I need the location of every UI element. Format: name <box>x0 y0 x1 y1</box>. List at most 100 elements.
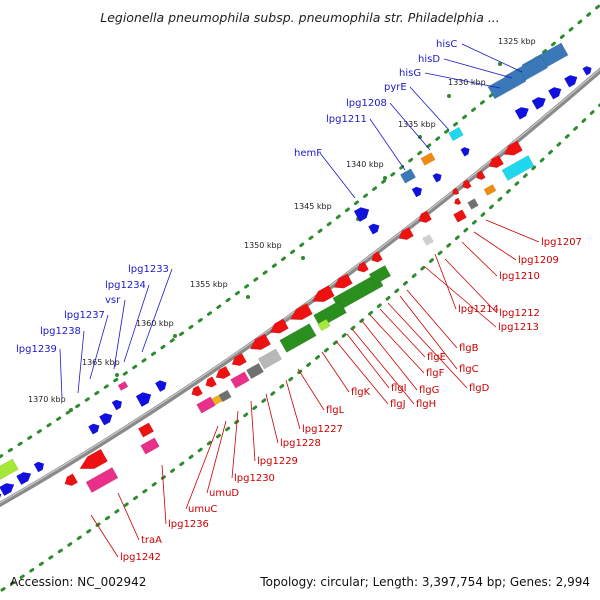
gene-reverse[interactable] <box>249 333 272 350</box>
gene-forward[interactable] <box>353 207 370 223</box>
gene-forward[interactable] <box>368 223 380 235</box>
leader-line <box>59 348 63 399</box>
gene-forward[interactable] <box>88 423 100 435</box>
leader-line <box>113 299 126 370</box>
leader-line <box>369 314 425 374</box>
gene-reverse[interactable] <box>333 273 353 289</box>
leader-line <box>346 333 390 389</box>
gene-forward[interactable] <box>33 461 45 473</box>
gene-reverse[interactable] <box>371 251 383 263</box>
gene-his-block[interactable] <box>487 68 527 100</box>
gene-his-block[interactable] <box>399 168 417 184</box>
gene-label: hisD <box>418 54 440 65</box>
leader-line <box>369 118 406 171</box>
leader-line <box>321 351 350 393</box>
gene-label: flgD <box>469 383 490 394</box>
track-layer: 1325 kbp 1330 kbp 1335 kbp 1340 kbp 1345 kbp… <box>0 3 600 592</box>
leader-line <box>443 58 513 79</box>
gene-reverse[interactable] <box>503 140 523 156</box>
gene-magenta[interactable] <box>230 371 250 389</box>
gene-reverse[interactable] <box>205 376 217 388</box>
gene-reverse[interactable] <box>454 197 462 206</box>
gene-lightgreen[interactable] <box>0 458 19 481</box>
scale-tick-mark <box>418 135 422 139</box>
map-title: Legionella pneumophila subsp. pneumophil… <box>100 10 500 25</box>
leader-line <box>141 268 173 353</box>
gene-label: flgJ <box>390 399 406 410</box>
gene-reverse[interactable] <box>488 154 504 168</box>
gene-label: lpg1236 <box>168 519 209 530</box>
gene-cyan[interactable] <box>501 155 535 181</box>
gene-flg-block[interactable] <box>279 323 317 353</box>
gene-label: lpg1213 <box>498 322 539 333</box>
gene-reverse[interactable] <box>476 170 486 180</box>
gene-reverse[interactable] <box>79 448 108 470</box>
gene-grey[interactable] <box>422 234 434 246</box>
gene-forward[interactable] <box>16 472 32 486</box>
scale-tick-label: 1355 kbp <box>190 280 228 289</box>
gene-label: flgG <box>419 385 439 396</box>
gene-reverse[interactable] <box>453 209 467 223</box>
gene-reverse[interactable] <box>289 303 313 321</box>
leader-line <box>461 241 498 277</box>
leader-line <box>231 410 239 479</box>
gene-reverse[interactable] <box>462 179 472 189</box>
gene-forward[interactable] <box>547 87 562 100</box>
gene-reverse[interactable] <box>357 261 369 273</box>
scale-tick-mark <box>383 176 387 180</box>
gene-magenta[interactable] <box>117 381 129 391</box>
gene-forward[interactable] <box>111 399 123 411</box>
gene-magenta[interactable] <box>196 396 216 414</box>
gene-lightgreen[interactable] <box>317 318 331 332</box>
gene-flg-block[interactable] <box>368 265 392 285</box>
scale-tick-mark <box>115 373 119 377</box>
gene-forward[interactable] <box>0 483 15 497</box>
inner-dot-track <box>0 103 600 592</box>
gene-forward[interactable] <box>154 380 167 393</box>
gene-label: flgE <box>427 352 446 363</box>
gene-orange[interactable] <box>420 152 436 166</box>
gene-reverse[interactable] <box>269 318 289 334</box>
gene-reverse[interactable] <box>398 226 414 240</box>
gene-grey[interactable] <box>246 362 264 380</box>
gene-forward[interactable] <box>411 186 423 198</box>
gene-reverse[interactable] <box>191 385 203 397</box>
gene-grey[interactable] <box>257 348 283 370</box>
scale-tick-label: 1335 kbp <box>398 120 436 129</box>
gene-label: flgK <box>351 387 371 398</box>
gene-forward[interactable] <box>563 75 578 88</box>
leader-line <box>297 368 325 411</box>
gene-forward[interactable] <box>582 66 592 76</box>
gene-reverse[interactable] <box>137 422 155 438</box>
gene-reverse[interactable] <box>215 365 231 379</box>
gene-reverse[interactable] <box>311 285 335 303</box>
gene-orange[interactable] <box>483 184 497 196</box>
gene-label: lpg1227 <box>302 424 343 435</box>
gene-forward[interactable] <box>531 97 547 110</box>
gene-forward[interactable] <box>432 173 442 183</box>
leader-line <box>117 492 140 541</box>
leader-line <box>406 289 458 349</box>
gene-label: lpg1230 <box>234 473 275 484</box>
gene-flg-block[interactable] <box>313 300 347 328</box>
gene-forward[interactable] <box>514 107 530 120</box>
leader-line <box>434 253 457 310</box>
gene-magenta[interactable] <box>85 467 119 493</box>
leader-line <box>389 102 431 151</box>
gene-cyan[interactable] <box>448 126 464 142</box>
gene-reverse[interactable] <box>452 187 460 196</box>
gene-reverse[interactable] <box>418 210 433 223</box>
gene-forward[interactable] <box>135 392 152 408</box>
gene-grey[interactable] <box>467 198 479 210</box>
gene-forward[interactable] <box>0 492 2 504</box>
gene-reverse[interactable] <box>64 473 79 486</box>
gene-label: traA <box>141 535 162 546</box>
leader-line <box>473 231 517 261</box>
feature-layer[interactable] <box>0 42 592 504</box>
gene-reverse[interactable] <box>231 352 247 366</box>
gene-forward[interactable] <box>98 413 113 426</box>
gene-orange[interactable] <box>211 394 223 406</box>
gene-magenta[interactable] <box>140 437 160 455</box>
gene-forward[interactable] <box>460 147 470 157</box>
